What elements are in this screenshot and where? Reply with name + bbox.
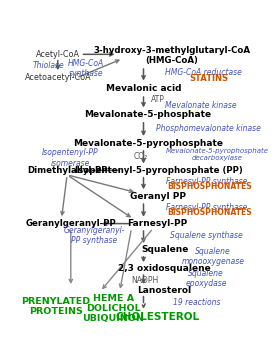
Text: Mevalonate-5-pyrophosphate
decarboxylase: Mevalonate-5-pyrophosphate decarboxylase: [166, 148, 269, 161]
Text: Mevalonic acid: Mevalonic acid: [106, 84, 181, 93]
Text: Squalene
epoxydase: Squalene epoxydase: [185, 269, 227, 288]
Text: ATP: ATP: [151, 95, 165, 104]
Text: HMG-CoA reductase: HMG-CoA reductase: [165, 68, 242, 77]
Text: Geranylgeranyl-
PP synthase: Geranylgeranyl- PP synthase: [63, 226, 125, 245]
Text: Phosphomevalonate kinase: Phosphomevalonate kinase: [156, 124, 261, 133]
Text: Lanosterol: Lanosterol: [137, 286, 191, 295]
Text: BISPHOSPHONATES: BISPHOSPHONATES: [167, 208, 252, 217]
Text: Squalene
monooxygenase: Squalene monooxygenase: [181, 247, 244, 266]
Text: Geranyl PP: Geranyl PP: [130, 192, 186, 201]
Text: Isopentenyl-5-pyrophosphate (PP): Isopentenyl-5-pyrophosphate (PP): [75, 166, 242, 175]
Text: Isopentenyl-PP
isomerase: Isopentenyl-PP isomerase: [42, 149, 99, 168]
Text: PRENYLATED
PROTEINS: PRENYLATED PROTEINS: [21, 297, 90, 316]
Text: Mevalonate kinase: Mevalonate kinase: [165, 101, 237, 110]
Text: 3-hydroxy-3-methylglutaryl-CoA
(HMG-CoA): 3-hydroxy-3-methylglutaryl-CoA (HMG-CoA): [93, 46, 250, 65]
Text: CO₂: CO₂: [134, 153, 148, 161]
Text: CHOLESTEROL: CHOLESTEROL: [116, 312, 200, 322]
Text: HMG-CoA
synthase: HMG-CoA synthase: [68, 59, 104, 78]
Text: Acetoacetyl-CoA: Acetoacetyl-CoA: [24, 74, 91, 82]
Text: Farnesyl-PP: Farnesyl-PP: [127, 219, 188, 228]
Text: HEME A
DOLICHOL
UBIQUINON: HEME A DOLICHOL UBIQUINON: [82, 294, 144, 324]
Text: Geranylgeranyl-PP: Geranylgeranyl-PP: [25, 219, 116, 228]
Text: Squalene synthase: Squalene synthase: [170, 231, 243, 240]
Text: Squalene: Squalene: [141, 245, 189, 254]
Text: BISPHOSPHONATES: BISPHOSPHONATES: [167, 182, 252, 191]
Text: NADPH: NADPH: [132, 276, 159, 285]
Text: Mevalonate-5-phosphate: Mevalonate-5-phosphate: [84, 110, 211, 119]
Text: 2,3 oxidosqualene: 2,3 oxidosqualene: [118, 264, 211, 273]
Text: 19 reactions: 19 reactions: [173, 298, 220, 308]
Text: Thiolase: Thiolase: [32, 61, 64, 70]
Text: Farnesyl-PP synthase: Farnesyl-PP synthase: [166, 203, 248, 212]
Text: Farnesyl-PP synthase: Farnesyl-PP synthase: [166, 177, 248, 186]
Text: STATINS: STATINS: [189, 74, 228, 83]
Text: Dimethylallyl-PP: Dimethylallyl-PP: [27, 166, 107, 175]
Text: Acetyl-CoA: Acetyl-CoA: [36, 50, 80, 59]
Text: Mevalonate-5-pyrophosphate: Mevalonate-5-pyrophosphate: [73, 139, 223, 148]
